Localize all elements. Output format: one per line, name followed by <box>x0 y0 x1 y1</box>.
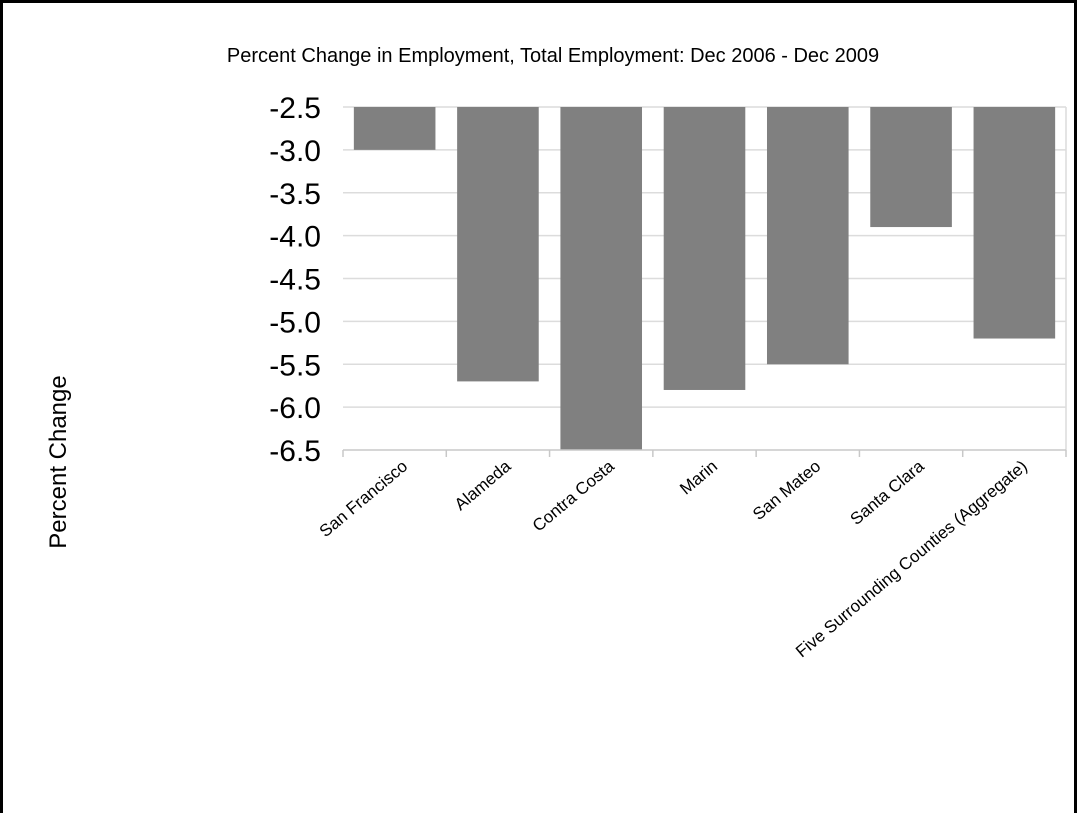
bar <box>973 107 1056 339</box>
x-tick-label: Marin <box>676 457 721 499</box>
bars <box>353 107 1056 450</box>
x-tick-label: Contra Costa <box>529 456 618 535</box>
y-tick-label: -3.5 <box>269 178 321 211</box>
bar <box>560 107 643 450</box>
bar-chart: Percent Change in Employment, Total Empl… <box>45 45 1067 661</box>
bar <box>353 107 436 150</box>
y-tick-label: -2.5 <box>269 92 321 125</box>
x-tick-label: Alameda <box>451 456 515 514</box>
bar <box>457 107 539 382</box>
x-tick-label: Santa Clara <box>847 456 928 529</box>
y-tick-label: -3.0 <box>269 135 321 168</box>
bar <box>870 107 952 228</box>
x-axis <box>342 449 1067 457</box>
x-tick-label: San Mateo <box>749 457 824 524</box>
y-axis-ticks: -2.5 -3.0 -3.5 -4.0 -4.5 -5.0 -5.5 -6.0 -6.5 <box>269 92 321 468</box>
x-tick-label: Five Surrounding Counties (Aggregate) <box>792 457 1031 662</box>
chart-title: Percent Change in Employment, Total Empl… <box>227 45 879 67</box>
y-tick-label: -6.5 <box>269 435 321 468</box>
bar <box>663 107 746 390</box>
y-tick-label: -4.0 <box>269 221 321 254</box>
x-axis-ticks: San Francisco Alameda Contra Costa Marin San… <box>316 456 1031 661</box>
y-axis-label: Percent Change <box>45 375 72 548</box>
x-tick-label: San Francisco <box>316 457 411 541</box>
y-tick-label: -4.5 <box>269 264 321 297</box>
y-tick-label: -6.0 <box>269 392 321 425</box>
y-tick-label: -5.5 <box>269 349 321 382</box>
bar <box>766 107 849 365</box>
y-tick-label: -5.0 <box>269 306 321 339</box>
